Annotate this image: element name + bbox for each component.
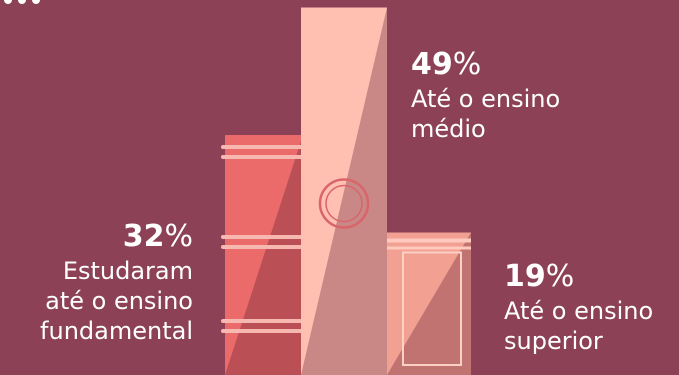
bar-shadow-2	[387, 232, 471, 375]
bar-book-2	[387, 232, 471, 375]
percent-sign: %	[164, 219, 193, 254]
corner-dot-0	[4, 0, 12, 4]
book-band-top-b	[387, 246, 471, 250]
book-band-3	[221, 245, 303, 249]
label-fundamental: 32% Estudaram até o ensino fundamental	[40, 218, 193, 346]
book-cover-panel	[402, 251, 462, 366]
category-medio: Até o ensino médio	[411, 84, 561, 143]
value-superior: 19	[504, 259, 546, 294]
label-superior: 19% Até o ensino superior	[504, 258, 653, 356]
category-superior: Até o ensino superior	[504, 296, 654, 355]
bar-book-0	[225, 135, 303, 375]
book-emblem-inner	[325, 184, 363, 223]
label-medio: 49% Até o ensino médio	[411, 46, 560, 144]
corner-dot-1	[18, 0, 26, 4]
percent-sign: %	[452, 47, 482, 82]
book-band-1	[221, 155, 303, 159]
corner-dot-2	[32, 0, 40, 4]
bar-book-1	[301, 7, 387, 375]
bar-shadow-0	[225, 135, 303, 375]
value-medio: 49	[411, 47, 453, 82]
value-fundamental: 32	[122, 219, 165, 254]
book-band-top-a	[387, 238, 471, 243]
category-fundamental: Estudaram até o ensino fundamental	[40, 256, 193, 345]
book-band-4	[221, 319, 303, 323]
book-band-5	[221, 329, 303, 333]
book-emblem-outer	[318, 178, 370, 229]
book-band-0	[221, 145, 303, 149]
bar-shadow-1	[301, 7, 387, 375]
book-band-2	[221, 235, 303, 239]
percent-sign: %	[545, 259, 575, 294]
